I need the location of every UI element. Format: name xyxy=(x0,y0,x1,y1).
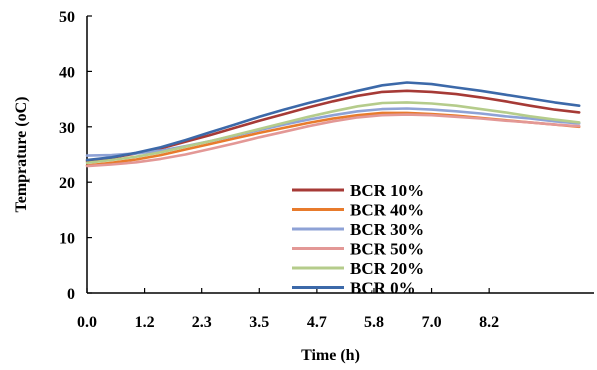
legend-label: BCR 30% xyxy=(350,220,424,239)
legend-label: BCR 0% xyxy=(350,279,416,298)
x-tick-label: 1.2 xyxy=(135,314,155,331)
legend-label: BCR 50% xyxy=(350,240,424,259)
x-axis-title: Time (h) xyxy=(301,347,360,364)
y-tick-label: 0 xyxy=(67,286,75,303)
y-tick-label: 30 xyxy=(59,120,75,137)
legend-label: BCR 20% xyxy=(350,259,424,278)
x-tick-label: 5.8 xyxy=(364,314,384,331)
x-tick-label: 0.0 xyxy=(77,314,97,331)
y-tick-label: 40 xyxy=(59,64,75,81)
legend-label: BCR 40% xyxy=(350,201,424,220)
ticks: 0 10 20 30 40 50 0.0 1.2 2.3 3.5 4.7 5.8 7.0 8.2 xyxy=(59,9,499,331)
x-tick-label: 7.0 xyxy=(422,314,442,331)
y-tick-label: 10 xyxy=(59,231,75,248)
legend-label: BCR 10% xyxy=(350,181,424,200)
y-tick-label: 20 xyxy=(59,175,75,192)
x-tick-label: 3.5 xyxy=(249,314,269,331)
legend: BCR 10%BCR 40%BCR 30%BCR 50%BCR 20%BCR 0… xyxy=(292,181,424,298)
series-lines xyxy=(85,81,581,168)
series-line-bcr-50- xyxy=(85,113,581,168)
y-tick-label: 50 xyxy=(59,9,75,26)
series-line-bcr-20- xyxy=(85,101,581,165)
y-axis-title: Temprature (oC) xyxy=(13,97,30,213)
x-tick-label: 8.2 xyxy=(479,314,499,331)
series-line-bcr-0- xyxy=(85,81,581,162)
x-tick-label: 4.7 xyxy=(307,314,327,331)
x-tick-label: 2.3 xyxy=(192,314,212,331)
